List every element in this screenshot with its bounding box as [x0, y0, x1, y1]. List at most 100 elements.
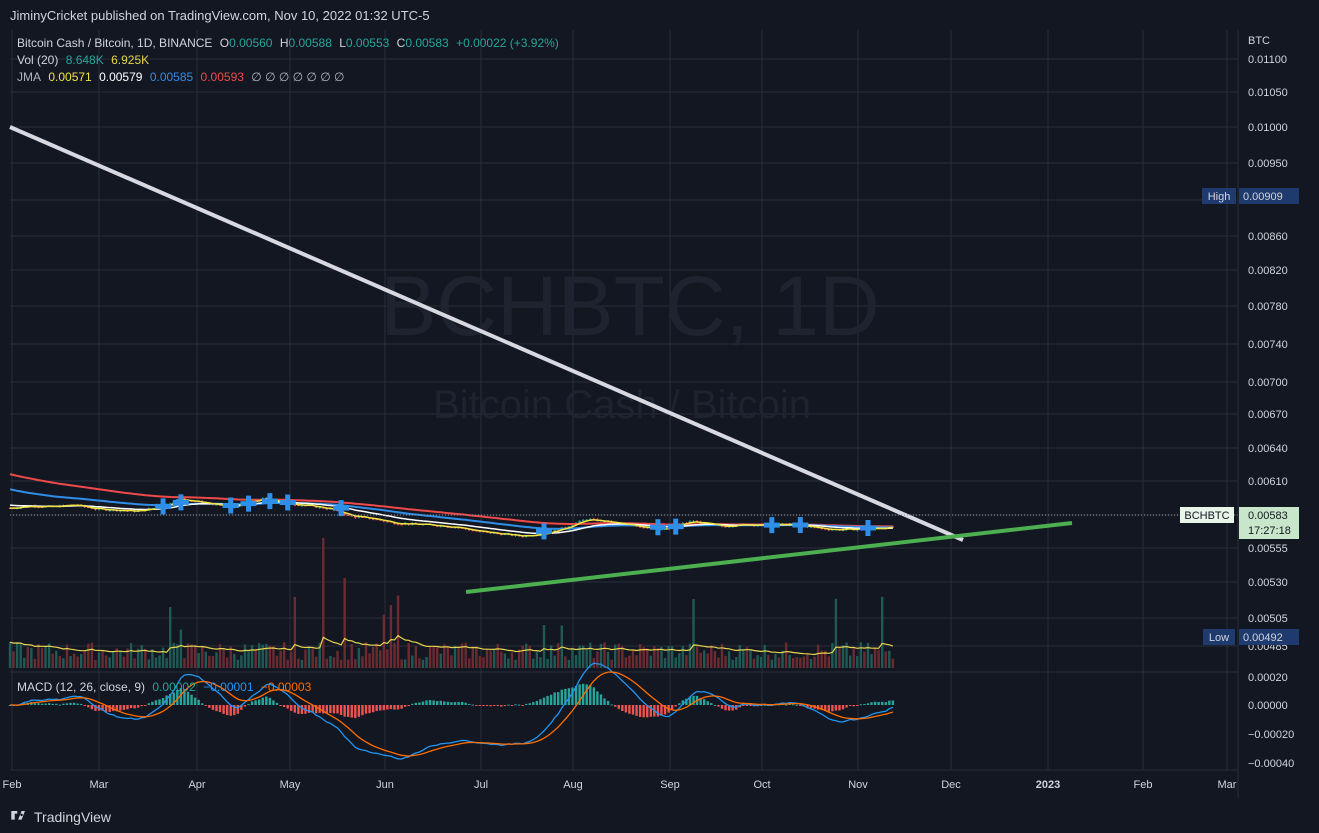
volume-bar — [44, 646, 47, 668]
macd-bar — [211, 705, 215, 710]
macd-bar — [400, 705, 403, 709]
macd-bar — [364, 705, 368, 714]
macd-bar — [827, 705, 830, 712]
time-tick-label: May — [280, 779, 301, 791]
candle-body — [646, 527, 649, 529]
macd-bar — [606, 700, 610, 705]
volume-bar — [596, 651, 599, 668]
macd-bar — [706, 701, 709, 705]
price-axis[interactable]: 0.01100 0.01050 0.01000 0.00950 0.00860 0.008… — [1248, 54, 1288, 653]
candle-body — [386, 521, 389, 523]
volume-bar — [624, 657, 628, 668]
macd-bar — [492, 705, 496, 706]
macd-bar — [870, 702, 873, 705]
macd-bar — [122, 705, 126, 710]
macd-bar — [642, 705, 645, 718]
macd-bar — [881, 701, 884, 705]
macd-bar — [101, 705, 104, 711]
volume-bar — [343, 578, 346, 668]
volume-bar — [350, 644, 353, 668]
watermark-ticker: BCHBTC, 1D — [380, 259, 879, 353]
volume-bar — [336, 650, 339, 668]
volume-bar — [699, 652, 702, 668]
macd-bar — [375, 705, 378, 712]
volume-bar — [564, 656, 567, 668]
volume-bar — [471, 646, 474, 668]
symbol-legend[interactable]: Bitcoin Cash / Bitcoin, 1D, BINANCE O0.0… — [17, 36, 563, 50]
volume-bar — [414, 646, 418, 668]
macd-bar — [717, 705, 720, 707]
volume-bar — [26, 647, 29, 668]
volume-bar — [795, 657, 798, 668]
cross-marker — [222, 497, 239, 514]
macd-bar — [87, 705, 90, 708]
macd-bar — [418, 702, 421, 705]
volume-bar — [361, 656, 364, 668]
macd-bar — [161, 697, 165, 705]
macd-bar — [646, 705, 649, 718]
macd-bar — [795, 704, 798, 706]
volume-bar — [144, 649, 147, 668]
volume-bar — [233, 653, 236, 668]
volume-bar — [510, 652, 514, 668]
volume-label: Vol (20) — [17, 53, 59, 67]
macd-bar — [891, 700, 895, 705]
macd-bar — [290, 705, 293, 711]
volume-bar — [731, 659, 734, 668]
volume-bar — [453, 645, 457, 668]
volume-bar — [119, 650, 122, 668]
volume-bar — [432, 646, 435, 668]
volume-bar — [151, 649, 154, 668]
macd-bar — [603, 698, 606, 705]
macd-legend[interactable]: MACD (12, 26, close, 9) 0.00002 −0.00001… — [17, 680, 315, 694]
volume-bar — [614, 644, 617, 668]
volume-legend[interactable]: Vol (20) 8.648K 6.925K — [17, 53, 153, 67]
time-axis[interactable]: Feb Mar Apr May Jun Jul Aug Sep Oct Nov Dec 2023 Feb… — [3, 779, 1237, 791]
volume-bar — [147, 659, 151, 668]
volume-bar — [809, 658, 813, 668]
volume-bar — [503, 653, 507, 668]
macd-hist-value: 0.00002 — [152, 680, 196, 694]
macd-bar — [517, 704, 521, 706]
macd-axis[interactable]: 0.00020 0.00000 −0.00020 −0.00040 — [1248, 672, 1294, 770]
macd-bar — [389, 705, 393, 709]
volume-bar — [824, 650, 827, 668]
macd-bar — [450, 702, 453, 705]
volume-bar — [788, 654, 791, 668]
volume-bar — [610, 659, 613, 668]
volume-bar — [653, 646, 656, 668]
macd-bar — [446, 701, 450, 705]
volume-bar — [799, 657, 802, 668]
macd-bar — [713, 704, 717, 706]
macd-bar — [396, 705, 400, 710]
volume-bar — [738, 645, 741, 668]
upper-trendline[interactable] — [9, 125, 964, 542]
candle-body — [642, 527, 645, 529]
volume-bar — [628, 655, 631, 668]
macd-bar — [514, 704, 517, 706]
volume-bar — [549, 645, 553, 668]
macd-bar — [528, 703, 531, 705]
macd-bar — [40, 703, 44, 705]
macd-bar — [631, 705, 635, 715]
footer-bar[interactable]: TradingView — [10, 809, 111, 825]
volume-bar — [222, 649, 225, 668]
volume-bar — [300, 659, 304, 668]
time-tick-label: Sep — [660, 779, 680, 791]
volume-bars — [8, 538, 895, 668]
volume-bar — [55, 650, 58, 668]
volume-bar — [681, 645, 685, 668]
volume-bar — [813, 656, 816, 668]
macd-bar — [268, 697, 272, 705]
volume-bar — [23, 657, 26, 668]
volume-bar — [129, 643, 133, 668]
lower-trendline[interactable] — [465, 521, 1073, 594]
macd-bar — [824, 705, 827, 711]
volume-bar — [407, 643, 410, 668]
macd-bar — [293, 705, 296, 713]
open-label: O — [219, 36, 230, 50]
jma-legend[interactable]: JMA 0.00571 0.00579 0.00585 0.00593 ∅ ∅ … — [17, 70, 348, 84]
volume-bar — [318, 642, 321, 668]
price-tick-label: 0.00610 — [1248, 476, 1288, 488]
